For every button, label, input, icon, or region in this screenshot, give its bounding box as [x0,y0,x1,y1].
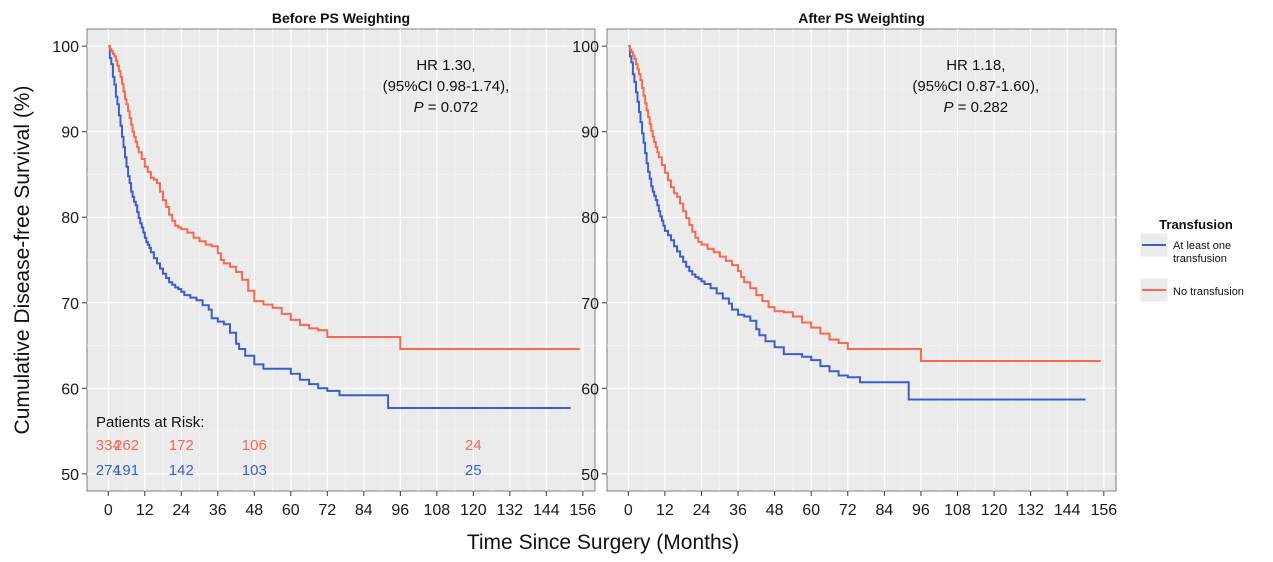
y-tick-label: 70 [61,296,79,313]
legend-title: Transfusion [1159,217,1233,232]
y-tick-label: 90 [61,125,79,142]
x-tick-label: 0 [104,502,113,519]
x-tick-label: 24 [172,502,190,519]
x-tick-label: 72 [839,502,857,519]
x-tick-label: 156 [1090,502,1117,519]
x-tick-label: 120 [460,502,487,519]
survival-curve-transfusion [628,45,1086,401]
survival-curve-no-transfusion [108,45,580,350]
x-tick-label: 60 [802,502,820,519]
at-risk-no-transfusion: 172 [169,437,194,454]
hr-annotation: HR 1.18, [946,57,1005,74]
survival-curve-transfusion [108,45,571,409]
y-axis-label: Cumulative Disease-free Survival (%) [11,86,34,435]
y-tick-label: 50 [61,467,79,484]
p-value-annotation: P = 0.072 [414,99,479,116]
x-tick-label: 24 [693,502,711,519]
panel-1: 50 60 70 80 90 100 0 12 24 36 48 60 72 84 96 108 120 132 1… [52,10,596,519]
x-tick-label: 12 [136,502,154,519]
x-tick-label: 84 [875,502,893,519]
y-tick-label: 80 [581,210,599,227]
at-risk-transfusion: 274 [96,462,121,479]
x-tick-label: 108 [944,502,971,519]
x-tick-label: 36 [729,502,747,519]
x-tick-label: 156 [569,502,596,519]
p-label: P [414,99,424,116]
p-label: P [943,99,953,116]
x-tick-label: 48 [245,502,263,519]
hr-annotation: HR 1.30, [416,57,475,74]
legend-label: transfusion [1173,253,1227,265]
y-tick-label: 80 [61,210,79,227]
x-tick-label: 12 [656,502,674,519]
p-value: = 0.072 [424,99,479,116]
x-tick-label: 108 [423,502,450,519]
y-tick-label: 60 [581,381,599,398]
x-tick-label: 60 [282,502,300,519]
p-value-annotation: P = 0.282 [943,99,1008,116]
at-risk-title: Patients at Risk: [96,414,204,431]
at-risk-transfusion: 103 [242,462,267,479]
at-risk-transfusion: 191 [114,462,139,479]
x-tick-label: 120 [981,502,1008,519]
x-tick-label: 144 [1054,502,1081,519]
y-tick-label: 100 [572,39,599,56]
at-risk-no-transfusion: 106 [242,437,267,454]
x-tick-label: 132 [496,502,523,519]
y-tick-label: 50 [581,467,599,484]
panel-title: Before PS Weighting [272,10,410,26]
legend-label: No transfusion [1173,286,1244,298]
x-tick-label: 0 [624,502,633,519]
x-tick-label: 48 [766,502,784,519]
ci-annotation: (95%CI 0.98-1.74), [383,78,510,95]
x-axis-label: Time Since Surgery (Months) [467,531,739,554]
panel-2: 50 60 70 80 90 100 0 12 24 36 48 60 72 84 96 108 120 132 1… [572,10,1117,519]
y-tick-label: 100 [52,39,79,56]
panel-title: After PS Weighting [798,10,925,26]
x-tick-label: 96 [912,502,930,519]
at-risk-transfusion: 25 [465,462,482,479]
y-tick-label: 70 [581,296,599,313]
x-tick-label: 96 [391,502,409,519]
y-tick-label: 60 [61,381,79,398]
ci-annotation: (95%CI 0.87-1.60), [912,78,1039,95]
y-tick-label: 90 [581,125,599,142]
x-tick-label: 72 [318,502,336,519]
at-risk-no-transfusion: 334 [96,437,121,454]
x-tick-label: 132 [1017,502,1044,519]
legend-label: At least one [1173,240,1231,252]
x-tick-label: 36 [209,502,227,519]
at-risk-no-transfusion: 24 [465,437,482,454]
x-tick-label: 144 [533,502,560,519]
at-risk-transfusion: 142 [169,462,194,479]
survival-curve-no-transfusion [628,45,1101,362]
at-risk-no-transfusion: 262 [114,437,139,454]
x-tick-label: 84 [355,502,373,519]
p-value: = 0.282 [953,99,1008,116]
